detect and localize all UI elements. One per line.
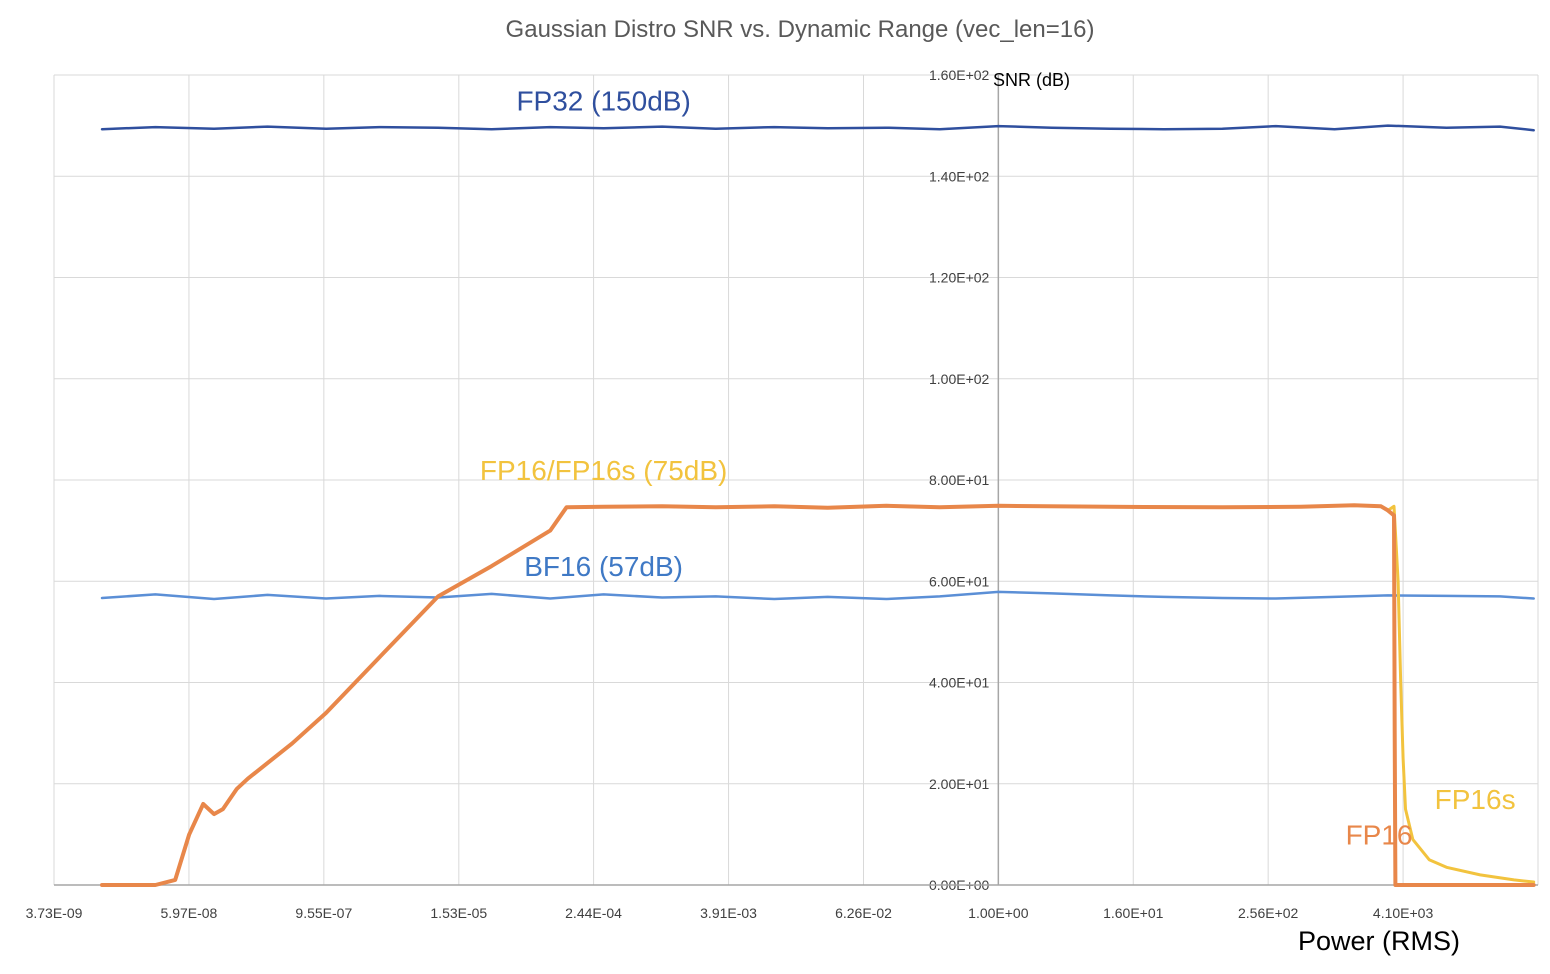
x-tick-label: 5.97E-08 [161, 905, 218, 921]
series-lines [100, 124, 1536, 887]
series-line-fp16s [100, 503, 1536, 887]
y-tick-label: 6.00E+01 [929, 573, 990, 589]
series-line-fp32 [100, 124, 1535, 132]
x-tick-label: 3.91E-03 [700, 905, 757, 921]
series-label-1: FP16/FP16s (75dB) [480, 455, 727, 486]
series-line-fp16 [100, 503, 1536, 887]
y-tick-label: 8.00E+01 [929, 472, 990, 488]
y-axis-label: SNR (dB) [993, 70, 1070, 90]
y-tick-label: 1.20E+02 [929, 270, 990, 286]
grid [53, 74, 1539, 886]
series-label-3: FP16 [1346, 820, 1413, 851]
y-tick-label: 1.60E+02 [929, 67, 990, 83]
y-tick-label: 4.00E+01 [929, 675, 990, 691]
series-label-2: BF16 (57dB) [524, 551, 683, 582]
chart-title: Gaussian Distro SNR vs. Dynamic Range (v… [506, 16, 1095, 43]
annotations: FP32 (150dB) FP16/FP16s (75dB) BF16 (57dB)… [480, 85, 1516, 850]
y-tick-label: 1.40E+02 [929, 168, 990, 184]
x-tick-label: 4.10E+03 [1373, 905, 1434, 921]
x-tick-label: 3.73E-09 [26, 905, 83, 921]
y-tick-label: 2.00E+01 [929, 776, 990, 792]
x-axis-label: Power (RMS) [1298, 926, 1460, 956]
axes: 0.00E+002.00E+014.00E+016.00E+018.00E+01… [26, 67, 1538, 921]
y-tick-label: 1.00E+02 [929, 371, 990, 387]
series-label-4: FP16s [1435, 784, 1516, 815]
x-tick-label: 9.55E-07 [295, 905, 352, 921]
x-tick-label: 1.53E-05 [430, 905, 487, 921]
series-label-0: FP32 (150dB) [516, 85, 690, 116]
x-tick-label: 2.44E-04 [565, 905, 622, 921]
x-tick-label: 1.60E+01 [1103, 905, 1164, 921]
x-tick-label: 6.26E-02 [835, 905, 892, 921]
series-line-bf16 [100, 590, 1535, 601]
x-tick-label: 2.56E+02 [1238, 905, 1299, 921]
x-tick-label: 1.00E+00 [968, 905, 1029, 921]
